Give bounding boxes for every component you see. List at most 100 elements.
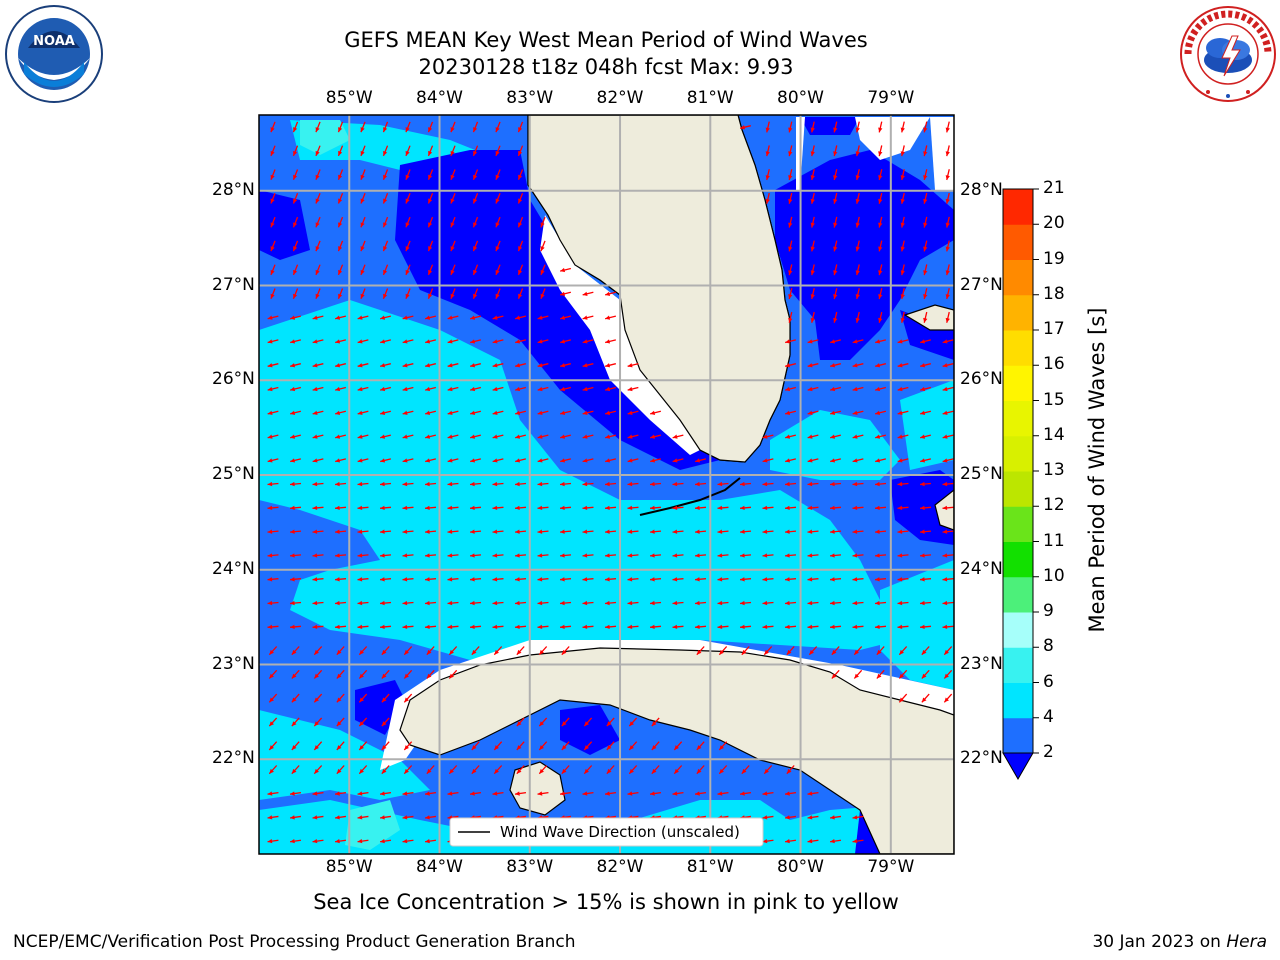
wave-arrow-head xyxy=(495,127,500,133)
wave-arrow-head xyxy=(357,339,363,344)
wave-arrow-head xyxy=(404,673,409,679)
wave-arrow-head xyxy=(672,577,678,582)
wave-arrow-head xyxy=(785,838,790,844)
wave-arrow-head xyxy=(650,458,656,463)
wave-arrow-head xyxy=(402,458,408,463)
wave-arrow-head xyxy=(833,175,838,180)
wave-arrow-head xyxy=(267,791,273,796)
wave-arrow-head xyxy=(878,151,883,157)
wave-arrow-head xyxy=(492,410,498,415)
wave-arrow-head xyxy=(338,198,343,204)
wave-arrow-head xyxy=(267,624,273,630)
wave-arrow-head xyxy=(582,624,588,630)
wave-arrow-head xyxy=(315,174,320,180)
wave-arrow-head xyxy=(875,481,880,487)
wave-arrow-head xyxy=(425,363,431,368)
wave-arrow-head xyxy=(267,315,273,320)
wave-arrow-head xyxy=(923,127,928,133)
wave-arrow-head xyxy=(450,293,455,299)
wave-arrow-head xyxy=(920,339,926,344)
wave-arrow-head xyxy=(876,649,882,655)
wave-arrow-head xyxy=(515,458,521,463)
wave-arrow-head xyxy=(515,434,521,439)
wave-arrow-head xyxy=(695,791,700,796)
wave-arrow-head xyxy=(650,553,655,558)
colorbar-tick-label: 20 xyxy=(1043,213,1065,234)
wave-arrow-head xyxy=(627,481,633,487)
wave-arrow-head xyxy=(290,363,296,368)
wave-arrow-head xyxy=(473,269,478,275)
wave-arrow-head xyxy=(473,198,478,204)
wave-arrow-head xyxy=(428,222,433,228)
wave-arrow-head xyxy=(920,505,925,511)
wave-arrow-head xyxy=(897,363,903,368)
svg-text:NOAA: NOAA xyxy=(33,34,75,49)
wave-arrow-head xyxy=(810,151,815,157)
wave-arrow-head xyxy=(852,624,858,630)
wave-arrow-head xyxy=(537,791,543,796)
wave-arrow-head xyxy=(605,577,610,582)
wave-arrow-head xyxy=(537,624,543,630)
colorbar xyxy=(1002,188,1039,781)
wave-arrow-head xyxy=(335,529,340,534)
wave-arrow-head xyxy=(381,649,387,655)
wave-arrow-head xyxy=(920,410,926,415)
wave-arrow-head xyxy=(492,600,498,606)
wave-arrow-head xyxy=(267,458,273,463)
wave-arrow-head xyxy=(900,246,905,252)
wave-arrow-head xyxy=(425,386,431,392)
wave-arrow-head xyxy=(900,270,905,276)
wave-arrow-head xyxy=(492,791,498,796)
wave-arrow-head xyxy=(852,410,858,415)
wave-arrow-head xyxy=(582,577,588,582)
wave-arrow-head xyxy=(672,624,678,630)
wave-arrow-head xyxy=(428,246,433,252)
wave-arrow-head xyxy=(762,505,768,511)
wave-arrow-head xyxy=(314,697,319,703)
wave-arrow-head xyxy=(560,624,565,630)
wave-arrow-head xyxy=(267,553,273,558)
wave-arrow-head xyxy=(425,838,430,844)
wave-arrow-head xyxy=(830,553,835,558)
wave-arrow-head xyxy=(833,222,838,228)
wave-arrow-head xyxy=(267,481,273,487)
wave-arrow-head xyxy=(785,386,791,392)
wave-arrow-head xyxy=(357,577,363,582)
lon-label-bottom: 80°W xyxy=(777,857,824,877)
wave-arrow-head xyxy=(807,624,813,630)
wave-arrow-head xyxy=(855,175,860,180)
wave-arrow-head xyxy=(788,127,793,133)
colorbar-tick-label: 14 xyxy=(1043,424,1065,445)
wave-arrow-head xyxy=(785,624,790,630)
wave-arrow-head xyxy=(383,174,388,180)
wave-arrow-head xyxy=(855,270,860,276)
wave-arrow-head xyxy=(831,673,837,679)
wave-arrow-head xyxy=(810,317,815,323)
wave-arrow-head xyxy=(878,175,883,180)
wave-arrow-head xyxy=(833,151,838,157)
lat-label-right: 26°N xyxy=(960,369,1003,390)
wave-arrow-head xyxy=(582,434,588,439)
wave-arrow-head xyxy=(899,649,904,655)
wave-arrow-head xyxy=(785,363,791,368)
wave-arrow-head xyxy=(582,458,588,463)
wave-arrow-head xyxy=(425,791,430,796)
wave-arrow-head xyxy=(270,150,275,156)
wave-arrow-head xyxy=(383,269,388,275)
wave-arrow-head xyxy=(471,649,477,655)
wave-arrow-head xyxy=(605,529,610,534)
period-band-4-6 xyxy=(770,410,900,480)
wave-arrow-head xyxy=(492,577,498,582)
wave-arrow-head xyxy=(672,553,678,558)
wave-arrow-head xyxy=(518,222,523,228)
lat-label-right: 24°N xyxy=(960,558,1003,579)
wave-arrow-head xyxy=(312,529,318,534)
wave-arrow-head xyxy=(605,505,610,511)
wave-arrow-head xyxy=(473,150,478,156)
wave-arrow-head xyxy=(852,838,858,844)
lon-label-bottom: 79°W xyxy=(867,857,915,877)
wave-arrow-head xyxy=(312,838,318,844)
wave-arrow-head xyxy=(381,745,387,750)
wave-arrow-head xyxy=(897,624,903,630)
wave-arrow-head xyxy=(765,151,770,157)
